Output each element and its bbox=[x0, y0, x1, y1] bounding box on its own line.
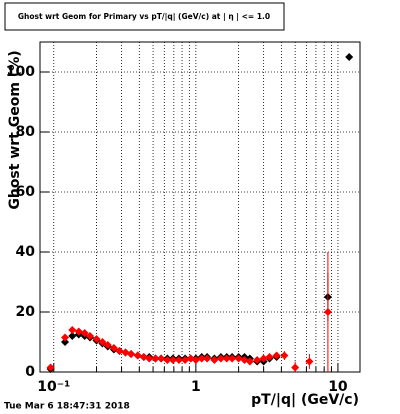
marker bbox=[61, 333, 70, 342]
marker bbox=[145, 354, 154, 363]
marker bbox=[46, 363, 55, 372]
marker bbox=[265, 353, 274, 361]
marker bbox=[181, 356, 190, 364]
marker bbox=[121, 348, 130, 357]
marker bbox=[234, 354, 243, 363]
marker bbox=[92, 335, 101, 343]
marker bbox=[115, 347, 124, 355]
x-tick-label: 10 bbox=[328, 379, 348, 395]
y-tick-label: 60 bbox=[16, 184, 36, 200]
marker bbox=[245, 357, 254, 366]
plot-frame bbox=[39, 41, 361, 373]
title-box bbox=[4, 2, 285, 31]
marker bbox=[61, 338, 70, 346]
marker bbox=[98, 338, 107, 346]
marker bbox=[323, 308, 332, 316]
marker bbox=[174, 356, 183, 364]
marker bbox=[163, 356, 172, 364]
marker bbox=[151, 354, 160, 363]
marker bbox=[272, 351, 281, 360]
y-axis-label: Ghost wrt Geom (%) bbox=[7, 50, 23, 209]
marker bbox=[197, 354, 206, 363]
marker bbox=[305, 357, 314, 366]
marker bbox=[109, 344, 118, 352]
marker bbox=[74, 327, 83, 336]
marker bbox=[157, 354, 166, 363]
footer: Tue Mar 6 18:47:31 2018 bbox=[4, 402, 130, 412]
y-tick-label: 20 bbox=[16, 304, 36, 320]
marker bbox=[168, 356, 177, 364]
marker bbox=[68, 332, 77, 340]
y-tick-label: 40 bbox=[16, 244, 36, 260]
marker bbox=[86, 332, 95, 340]
marker bbox=[222, 354, 231, 363]
marker bbox=[228, 354, 237, 363]
marker bbox=[280, 351, 289, 360]
marker bbox=[259, 354, 268, 363]
marker bbox=[127, 350, 136, 358]
marker bbox=[216, 354, 225, 363]
marker bbox=[133, 351, 142, 360]
marker bbox=[253, 356, 262, 364]
marker bbox=[191, 356, 200, 364]
marker bbox=[80, 329, 89, 337]
x-tick-label: 1 bbox=[191, 379, 201, 395]
marker bbox=[210, 356, 219, 364]
marker bbox=[291, 363, 300, 372]
x-tick-label: 10⁻¹ bbox=[37, 379, 70, 395]
marker bbox=[103, 341, 112, 349]
x-axis-label: pT/|q| (GeV/c) bbox=[251, 392, 359, 408]
y-tick-label: 0 bbox=[25, 364, 35, 380]
y-tick-label: 100 bbox=[6, 64, 35, 80]
y-tick-label: 80 bbox=[16, 124, 36, 140]
marker bbox=[203, 354, 212, 363]
marker bbox=[68, 326, 77, 334]
marker bbox=[345, 53, 354, 61]
chart-title: Ghost wrt Geom for Primary vs pT/|q| (Ge… bbox=[18, 12, 270, 22]
